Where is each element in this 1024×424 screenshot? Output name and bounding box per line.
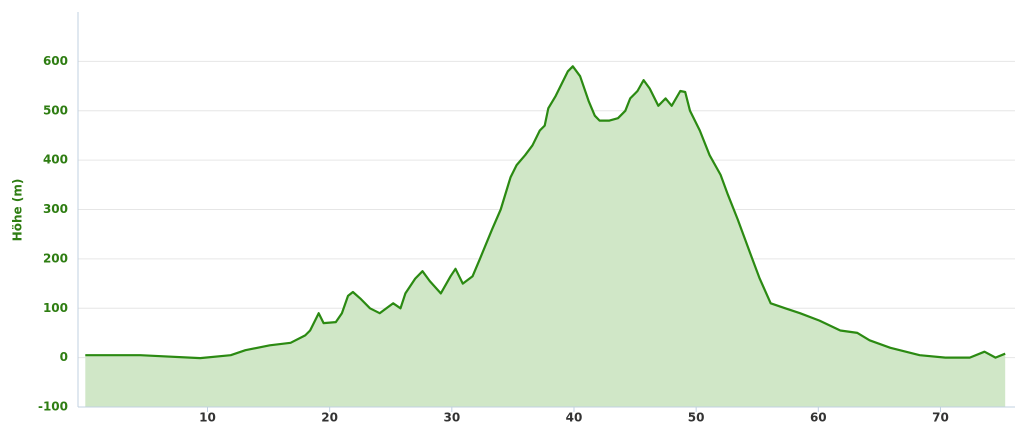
x-tick-label: 40 <box>566 411 583 424</box>
y-axis-title: Höhe (m) <box>11 179 25 242</box>
x-tick-label: 20 <box>321 411 338 424</box>
y-tick-label: 600 <box>43 54 68 68</box>
elevation-line <box>85 65 1006 360</box>
y-tick-label: 100 <box>43 301 68 315</box>
y-tick-label: -100 <box>38 400 68 414</box>
y-tick-label: 500 <box>43 103 68 117</box>
y-tick-label: 300 <box>43 202 68 216</box>
y-tick-label: 400 <box>43 153 68 167</box>
x-tick-label: 60 <box>810 411 827 424</box>
x-tick-label: 10 <box>199 411 216 424</box>
y-tick-label: 0 <box>60 350 68 364</box>
y-tick-label: 200 <box>43 251 68 265</box>
x-tick-label: 30 <box>443 411 460 424</box>
x-tick-label: 50 <box>688 411 705 424</box>
x-tick-label: 70 <box>932 411 949 424</box>
